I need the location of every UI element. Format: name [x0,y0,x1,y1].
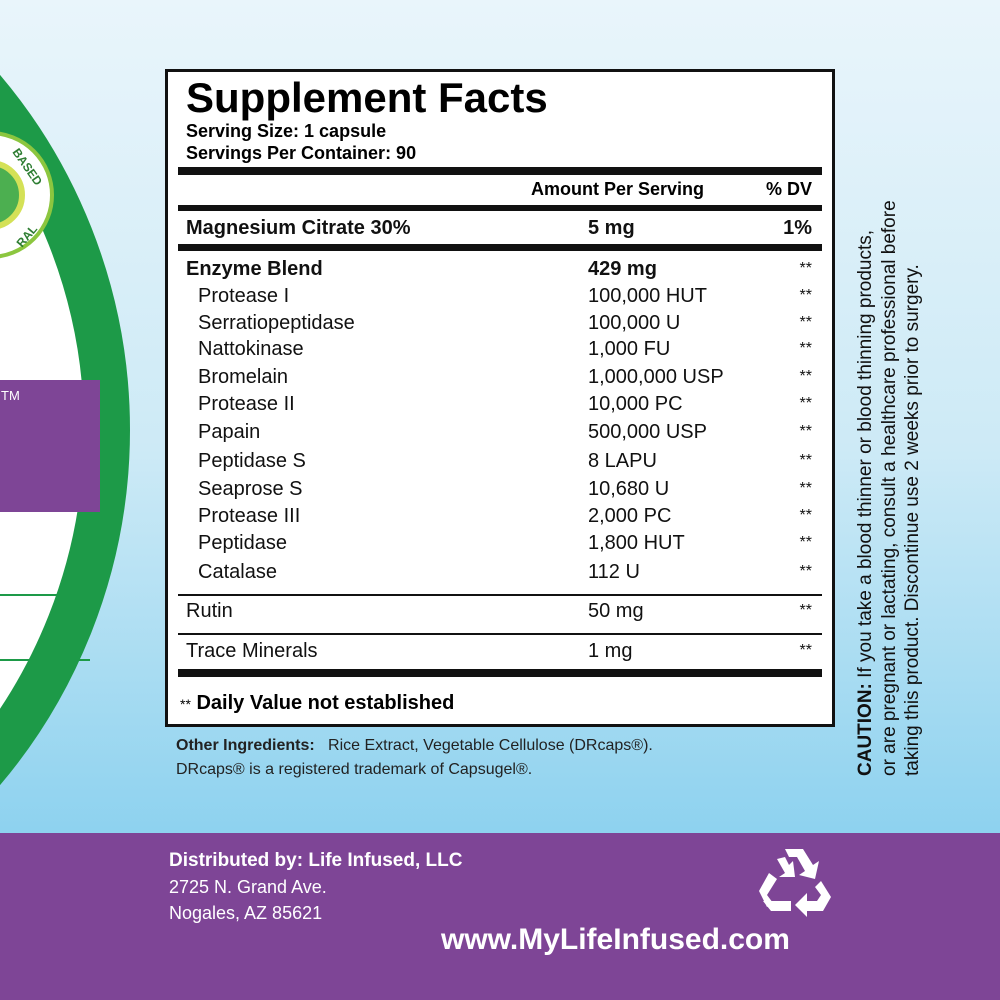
nutrient-name: Protease III [198,505,301,527]
label: Other Ingredients: [176,737,315,754]
address: Nogales, AZ 85621 [169,903,323,923]
caution-line: or are pregnant or lactating, consult a … [878,200,900,776]
caution-text: If you take a blood thinner or blood thi… [855,229,876,678]
nutrient-amount: 429 mg [588,258,657,280]
nutrient-name: Protease I [198,285,290,307]
rule [178,167,822,175]
nutrient-dv: ** [799,368,812,385]
nutrient-dv: ** [799,340,812,357]
nutrient-row: Seaprose S 10,680 U ** [168,478,832,506]
nutrient-name: Serratiopeptidase [198,312,355,334]
nutrient-row: Serratiopeptidase 100,000 U ** [168,312,832,340]
nutrient-row: Catalase 112 U ** [168,561,832,589]
serving-size: Serving Size: 1 capsule [186,121,387,141]
nutrient-amount: 500,000 USP [588,421,707,443]
nutrient-row: Magnesium Citrate 30% 5 mg 1% [168,217,832,245]
address: 2725 N. Grand Ave. [169,877,327,897]
supplement-facts: Supplement Facts Serving Size: 1 capsule… [165,69,835,727]
nutrient-row: Protease III 2,000 PC ** [168,505,832,533]
nutrient-name: Magnesium Citrate 30% [186,217,411,239]
nutrient-dv: ** [799,602,812,619]
rule [178,205,822,211]
caution-line: taking this product. Discontinue use 2 w… [902,264,923,776]
nutrient-amount: 10,000 PC [588,393,683,415]
amount-header: Amount Per Serving [531,179,705,199]
facts-title: Supplement Facts [186,74,548,121]
nutrient-amount: 1,800 HUT [588,532,685,554]
nutrient-amount: 50 mg [588,600,644,622]
nutrient-dv: ** [799,452,812,469]
nutrient-name: Protease II [198,393,295,415]
nutrient-name: Enzyme Blend [186,258,323,280]
nutrient-dv: ** [799,260,812,277]
nutrient-name: Papain [198,421,261,443]
logo-art: BASED RAL TM [0,75,130,785]
caution: CAUTION: If you take a blood thinner or … [854,76,926,776]
nutrient-row: Protease I 100,000 HUT ** [168,285,832,313]
nutrient-row: Papain 500,000 USP ** [168,421,832,449]
website[interactable]: www.MyLifeInfused.com [441,923,790,956]
nutrient-name: Nattokinase [198,338,304,360]
recycle-icon [759,849,831,917]
nutrient-dv: ** [799,287,812,304]
nutrient-dv: ** [799,534,812,551]
nutrient-amount: 112 U [588,561,640,583]
distributor: Distributed by: Life Infused, LLC [169,850,463,871]
nutrient-row: Rutin 50 mg ** [168,600,832,628]
trademark: TM [1,388,20,403]
nutrient-amount: 2,000 PC [588,505,672,527]
nutrient-dv: ** [799,563,812,580]
nutrient-amount: 100,000 U [588,312,681,334]
rule [178,244,822,251]
rule [178,594,822,596]
nutrient-amount: 1,000 FU [588,338,671,360]
caution-line: CAUTION: If you take a blood thinner or … [854,230,878,776]
nutrient-dv: ** [799,314,812,331]
nutrient-dv: 1% [783,217,812,239]
nutrient-amount: 100,000 HUT [588,285,707,307]
rule [178,633,822,635]
trademark-note: DRcaps® is a registered trademark of Cap… [176,761,533,778]
nutrient-dv: ** [799,480,812,497]
purple-band [0,380,100,512]
nutrient-amount: 8 LAPU [588,450,657,472]
nutrient-amount: 1 mg [588,640,633,662]
nutrient-name: Catalase [198,561,277,583]
nutrient-dv: ** [799,395,812,412]
dv-header: % DV [765,179,812,199]
nutrient-name: Bromelain [198,366,289,388]
nutrient-dv: ** [799,423,812,440]
servings-per-container: Servings Per Container: 90 [186,143,417,163]
rule [178,669,822,677]
footnote-text: Daily Value not established [196,692,455,714]
nutrient-row: Nattokinase 1,000 FU ** [168,338,832,366]
nutrient-name: Seaprose S [198,478,303,500]
nutrient-row: Enzyme Blend 429 mg ** [168,258,832,286]
text: Rice Extract, Vegetable Cellulose (DRcap… [328,737,653,754]
nutrient-row: Trace Minerals 1 mg ** [168,640,832,668]
footnote-mark: ** [180,696,191,712]
nutrient-row: Peptidase 1,800 HUT ** [168,532,832,560]
nutrient-amount: 5 mg [588,217,635,239]
footnote: ** Daily Value not established [180,692,454,715]
nutrient-dv: ** [799,507,812,524]
footer: Distributed by: Life Infused, LLC 2725 N… [0,833,1000,1000]
nutrient-name: Peptidase [198,532,287,554]
nutrient-amount: 10,680 U [588,478,670,500]
nutrient-row: Peptidase S 8 LAPU ** [168,450,832,478]
caution-label: CAUTION: [855,683,876,776]
nutrient-row: Bromelain 1,000,000 USP ** [168,366,832,394]
nutrient-name: Peptidase S [198,450,306,472]
badge-core [0,161,25,229]
other-ingredients: Other Ingredients: Rice Extract, Vegetab… [176,737,653,755]
badge [0,131,54,259]
nutrient-amount: 1,000,000 USP [588,366,724,388]
nutrient-name: Rutin [186,600,233,622]
nutrient-name: Trace Minerals [186,640,318,662]
nutrient-row: Protease II 10,000 PC ** [168,393,832,421]
nutrient-dv: ** [799,642,812,659]
